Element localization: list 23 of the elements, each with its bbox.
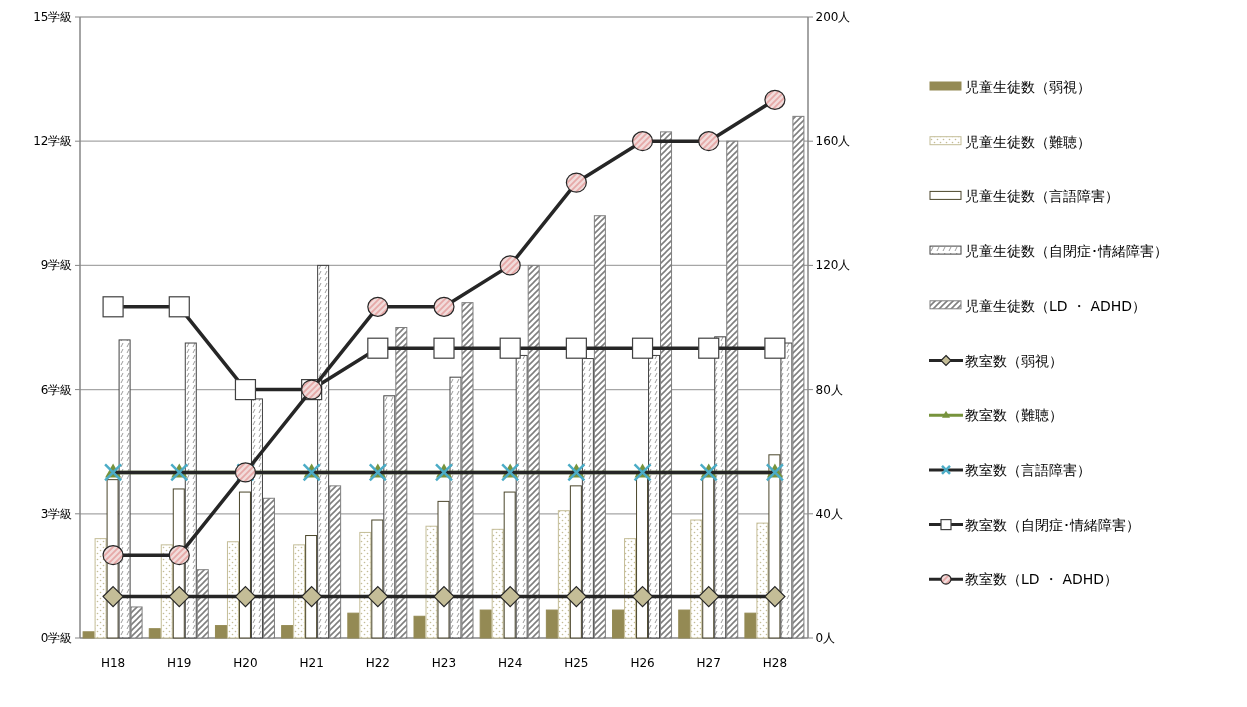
x-tick-label: H19 [167,656,192,670]
y2-tick-label: 200人 [815,10,851,24]
y2-tick-label: 120人 [815,258,851,273]
y-tick-label: 6学級 [40,382,73,397]
y-tick-label: 12学級 [33,134,73,149]
y2-tick-label: 40人 [815,506,843,521]
y-tick-label: 0学級 [40,631,73,645]
x-tick-label: H23 [431,656,457,670]
x-tick-label: H22 [365,656,390,670]
x-tick-label: H28 [762,656,788,670]
y2-tick-label: 80人 [815,382,843,397]
x-tick-label: H25 [564,656,589,670]
x-tick-label: H21 [299,656,324,670]
y2-tick-label: 0人 [815,631,836,645]
x-tick-label: H18 [100,656,126,670]
y-tick-label: 9学級 [40,258,73,273]
y-tick-label: 3学級 [40,506,73,521]
y-tick-label: 15学級 [33,10,73,24]
x-tick-label: H20 [233,656,258,670]
x-tick-label: H26 [630,656,655,670]
x-tick-label: H27 [696,656,721,670]
x-tick-label: H24 [498,656,523,670]
y2-tick-label: 160人 [815,134,851,149]
